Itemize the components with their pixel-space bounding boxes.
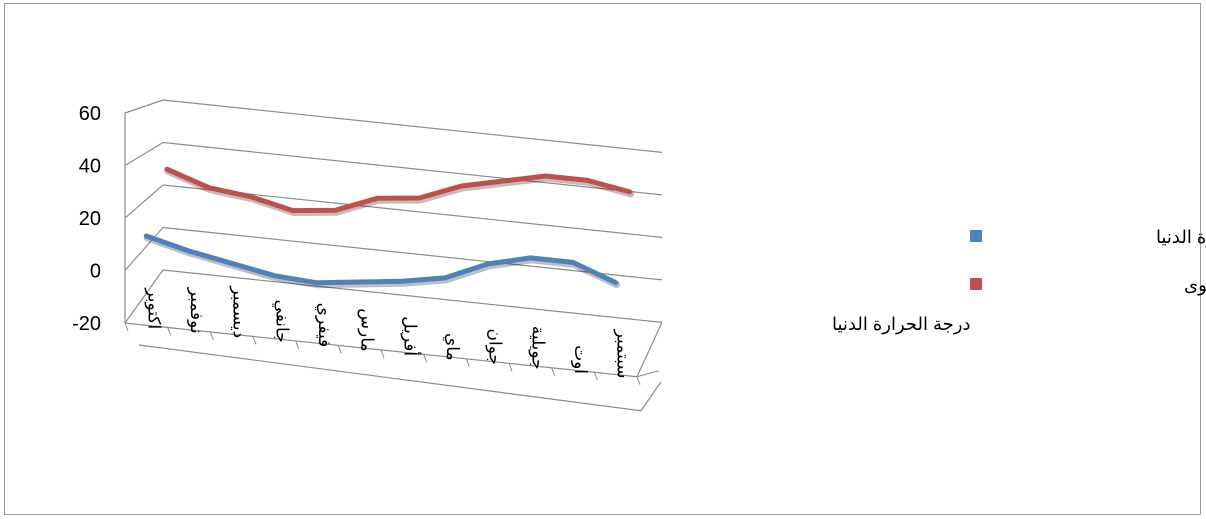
gridline-side xyxy=(124,99,164,114)
gridline-back xyxy=(162,99,663,153)
x-tick-mark xyxy=(465,358,470,368)
x-tick-label: ديسمبر xyxy=(230,285,249,338)
x-tick-mark xyxy=(423,354,428,363)
gridline-side xyxy=(124,269,164,324)
legend-swatch-series-2 xyxy=(970,278,982,290)
chart-frame xyxy=(4,3,1201,515)
legend-item-series-1: درجة الحرارة الدنيا xyxy=(970,227,1206,248)
series-1-line xyxy=(143,233,619,286)
x-tick-label: ماي xyxy=(442,333,462,361)
gridline-back xyxy=(162,226,663,281)
x-axis-ticks: اكتوبر نوفمبر ديسمبر جانفي فيفري مارس أفريل ماي… xyxy=(144,285,632,378)
x-tick-label: سبتمبر xyxy=(614,329,633,379)
x-tick-label: نوفمبر xyxy=(187,287,206,334)
x-tick-label: أفريل xyxy=(400,316,421,356)
y-tick-label: 0 xyxy=(90,261,101,283)
depth-axis-label: درجة الحرارة الدنيا xyxy=(832,314,971,335)
x-tick-mark xyxy=(295,340,300,350)
x-tick-label: اوت xyxy=(571,345,590,374)
legend-swatch-series-1 xyxy=(970,230,982,242)
legend-item-series-2: درجة الحرارة القصوى xyxy=(970,275,1206,296)
x-tick-label: اكتوبر xyxy=(144,287,163,329)
x-tick-label: جانفي xyxy=(271,300,291,343)
gridline-back xyxy=(162,269,663,323)
y-tick-label: 20 xyxy=(79,208,101,230)
series-2-group xyxy=(164,166,635,217)
y-tick-label: 40 xyxy=(79,156,101,178)
chart-walls xyxy=(124,113,663,412)
x-tick-mark xyxy=(551,367,556,376)
x-tick-mark xyxy=(636,376,641,385)
x-tick-label: مارس xyxy=(358,308,377,351)
series-2-line xyxy=(164,166,633,214)
x-tick-label: جوان xyxy=(486,329,505,366)
floor-right-edge xyxy=(636,322,663,378)
x-tick-label: فيفري xyxy=(314,303,334,348)
series-1-group xyxy=(143,233,621,289)
floor-front-edge-2 xyxy=(138,344,642,412)
legend-label-series-2: درجة الحرارة القصوى xyxy=(1184,275,1206,296)
x-tick-mark xyxy=(167,327,172,336)
x-tick-mark xyxy=(508,363,513,372)
x-tick-mark xyxy=(337,345,342,354)
x-tick-label: جويلية xyxy=(528,326,547,370)
x-tick-mark xyxy=(124,322,129,332)
gridline-side xyxy=(124,141,164,167)
legend: درجة الحرارة الدنيا درجة الحرارة القصوى xyxy=(970,227,1206,296)
legend-label-series-1: درجة الحرارة الدنيا xyxy=(1156,227,1206,248)
y-tick-label: 60 xyxy=(79,103,101,125)
floor-right-edge-2 xyxy=(640,381,662,412)
x-tick-mark xyxy=(593,372,598,381)
gridline-side xyxy=(124,184,164,219)
depth-tick-mark xyxy=(636,370,660,378)
x-tick-mark xyxy=(209,331,214,341)
series-layer xyxy=(143,166,635,289)
gridline-side xyxy=(124,227,164,271)
x-tick-mark xyxy=(380,349,385,359)
y-tick-label: -20 xyxy=(72,313,101,335)
x-tick-mark xyxy=(252,336,257,345)
gridline-back xyxy=(162,141,663,196)
y-axis-ticks: -20 0 20 40 60 xyxy=(72,103,101,335)
